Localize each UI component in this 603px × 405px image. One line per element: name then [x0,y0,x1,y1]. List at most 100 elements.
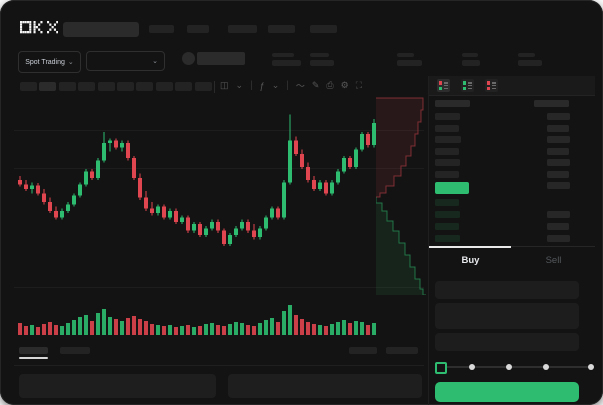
bid-row-size[interactable] [435,199,459,206]
slider-step-dot[interactable] [469,364,475,370]
order-total-field[interactable] [435,333,579,351]
nav-item[interactable] [268,25,295,33]
chart-gridline [14,168,424,169]
stat-label-placeholder [518,53,535,57]
candle-type-icon[interactable]: ◫ [220,80,229,90]
bid-row-size[interactable] [435,211,460,218]
ask-row-total[interactable] [547,113,570,120]
chart-gridline [14,130,424,131]
bid-row-total[interactable] [547,235,570,242]
volume-chart [18,299,378,335]
bottom-tab[interactable] [60,347,90,354]
slider-step-dot[interactable] [506,364,512,370]
candlestick-chart [18,110,378,292]
ask-row-total[interactable] [547,182,570,189]
chevron-down-icon[interactable]: ⌄ [271,80,280,90]
timeframe-button[interactable] [117,82,134,91]
toggle-line [468,87,472,90]
timeframe-button[interactable] [175,82,193,91]
ask-row-size[interactable] [435,124,459,132]
tab-buy[interactable]: Buy [461,254,480,266]
timeframe-button[interactable] [155,82,173,91]
bottom-tab[interactable] [19,347,48,354]
timeframe-button[interactable] [58,82,76,91]
pair-selector[interactable]: ⌄ [86,51,165,71]
orderbook-header-left[interactable] [435,100,470,107]
toggle-color-cell [439,86,442,90]
chart-footer-control[interactable] [349,347,377,354]
ask-row-size[interactable] [435,171,459,178]
nav-item[interactable] [187,25,209,33]
toggle-line [492,84,496,87]
combined-book-toggle-icon[interactable] [437,79,450,92]
line-tool-icon[interactable]: 〜 [295,81,305,91]
toggle-color-cell [487,86,490,90]
toggle-line [444,84,448,87]
chevron-down-icon: ⌄ [67,58,74,66]
ask-row-total[interactable] [547,147,569,155]
ask-row-total[interactable] [547,171,569,178]
okx-logo [20,21,58,34]
nav-item[interactable] [228,25,257,33]
stat-label-placeholder [462,53,478,57]
toggle-line [444,82,448,84]
toolbar-divider [214,81,215,93]
ask-row-size[interactable] [435,113,460,120]
asks-only-book-toggle-icon[interactable] [485,79,498,92]
timeframe-button[interactable] [20,82,37,91]
stat-label-placeholder [272,53,294,57]
amount-slider-track[interactable] [437,366,589,368]
ask-row-size[interactable] [435,147,459,155]
buy-button[interactable] [435,382,579,402]
toggle-line [468,82,472,84]
market-type-label: Spot Trading [25,58,65,66]
active-tab-underline [19,357,48,359]
chevron-down-icon: ⌄ [152,57,158,65]
ask-row-total[interactable] [547,124,569,132]
coin-icon [182,52,195,65]
amount-slider-handle[interactable] [435,362,447,374]
timeframe-button[interactable] [97,82,115,91]
tab-sell[interactable]: Sell [545,254,562,266]
orderbook-header-right[interactable] [534,100,569,107]
ask-row-size[interactable] [435,136,461,144]
chart-footer-control[interactable] [386,347,418,354]
timeframe-button[interactable] [136,82,154,91]
ask-row-total[interactable] [547,136,570,144]
bid-row-size[interactable] [435,223,459,230]
search-input[interactable] [63,22,139,37]
nav-item[interactable] [149,25,174,33]
slider-step-dot[interactable] [543,364,549,370]
bottom-right-panel [228,374,422,398]
market-type-selector[interactable]: Spot Trading ⌄ [18,51,81,73]
last-price-badge[interactable] [435,182,469,194]
fullscreen-icon[interactable]: ⛶ [355,80,362,90]
ask-row-total[interactable] [547,159,570,167]
bid-row-size[interactable] [435,235,460,242]
screenshot-icon[interactable]: ⎙ [326,80,334,90]
divider: | [286,80,289,91]
depth-chart [376,96,428,295]
settings-icon[interactable]: ⚙ [340,80,349,90]
stat-value-placeholder [518,60,542,66]
order-price-field[interactable] [435,281,579,299]
order-amount-field[interactable] [435,303,579,329]
timeframe-button[interactable] [39,82,57,91]
draw-tool-icon[interactable]: ✎ [311,80,320,90]
indicators-icon[interactable]: ƒ [259,80,265,91]
toggle-line [492,82,496,84]
toggle-line [492,87,496,90]
ask-row-size[interactable] [435,159,460,167]
divider: | [250,80,253,91]
bid-row-total[interactable] [547,223,569,230]
nav-item[interactable] [310,25,337,33]
timeframe-button[interactable] [78,82,96,91]
bids-only-book-toggle-icon[interactable] [461,79,474,92]
chart-gridline [14,287,424,288]
bid-row-total[interactable] [547,211,570,218]
timeframe-button[interactable] [194,82,212,91]
chevron-down-icon[interactable]: ⌄ [235,80,244,90]
section-divider [14,365,424,366]
slider-step-dot[interactable] [588,364,594,370]
